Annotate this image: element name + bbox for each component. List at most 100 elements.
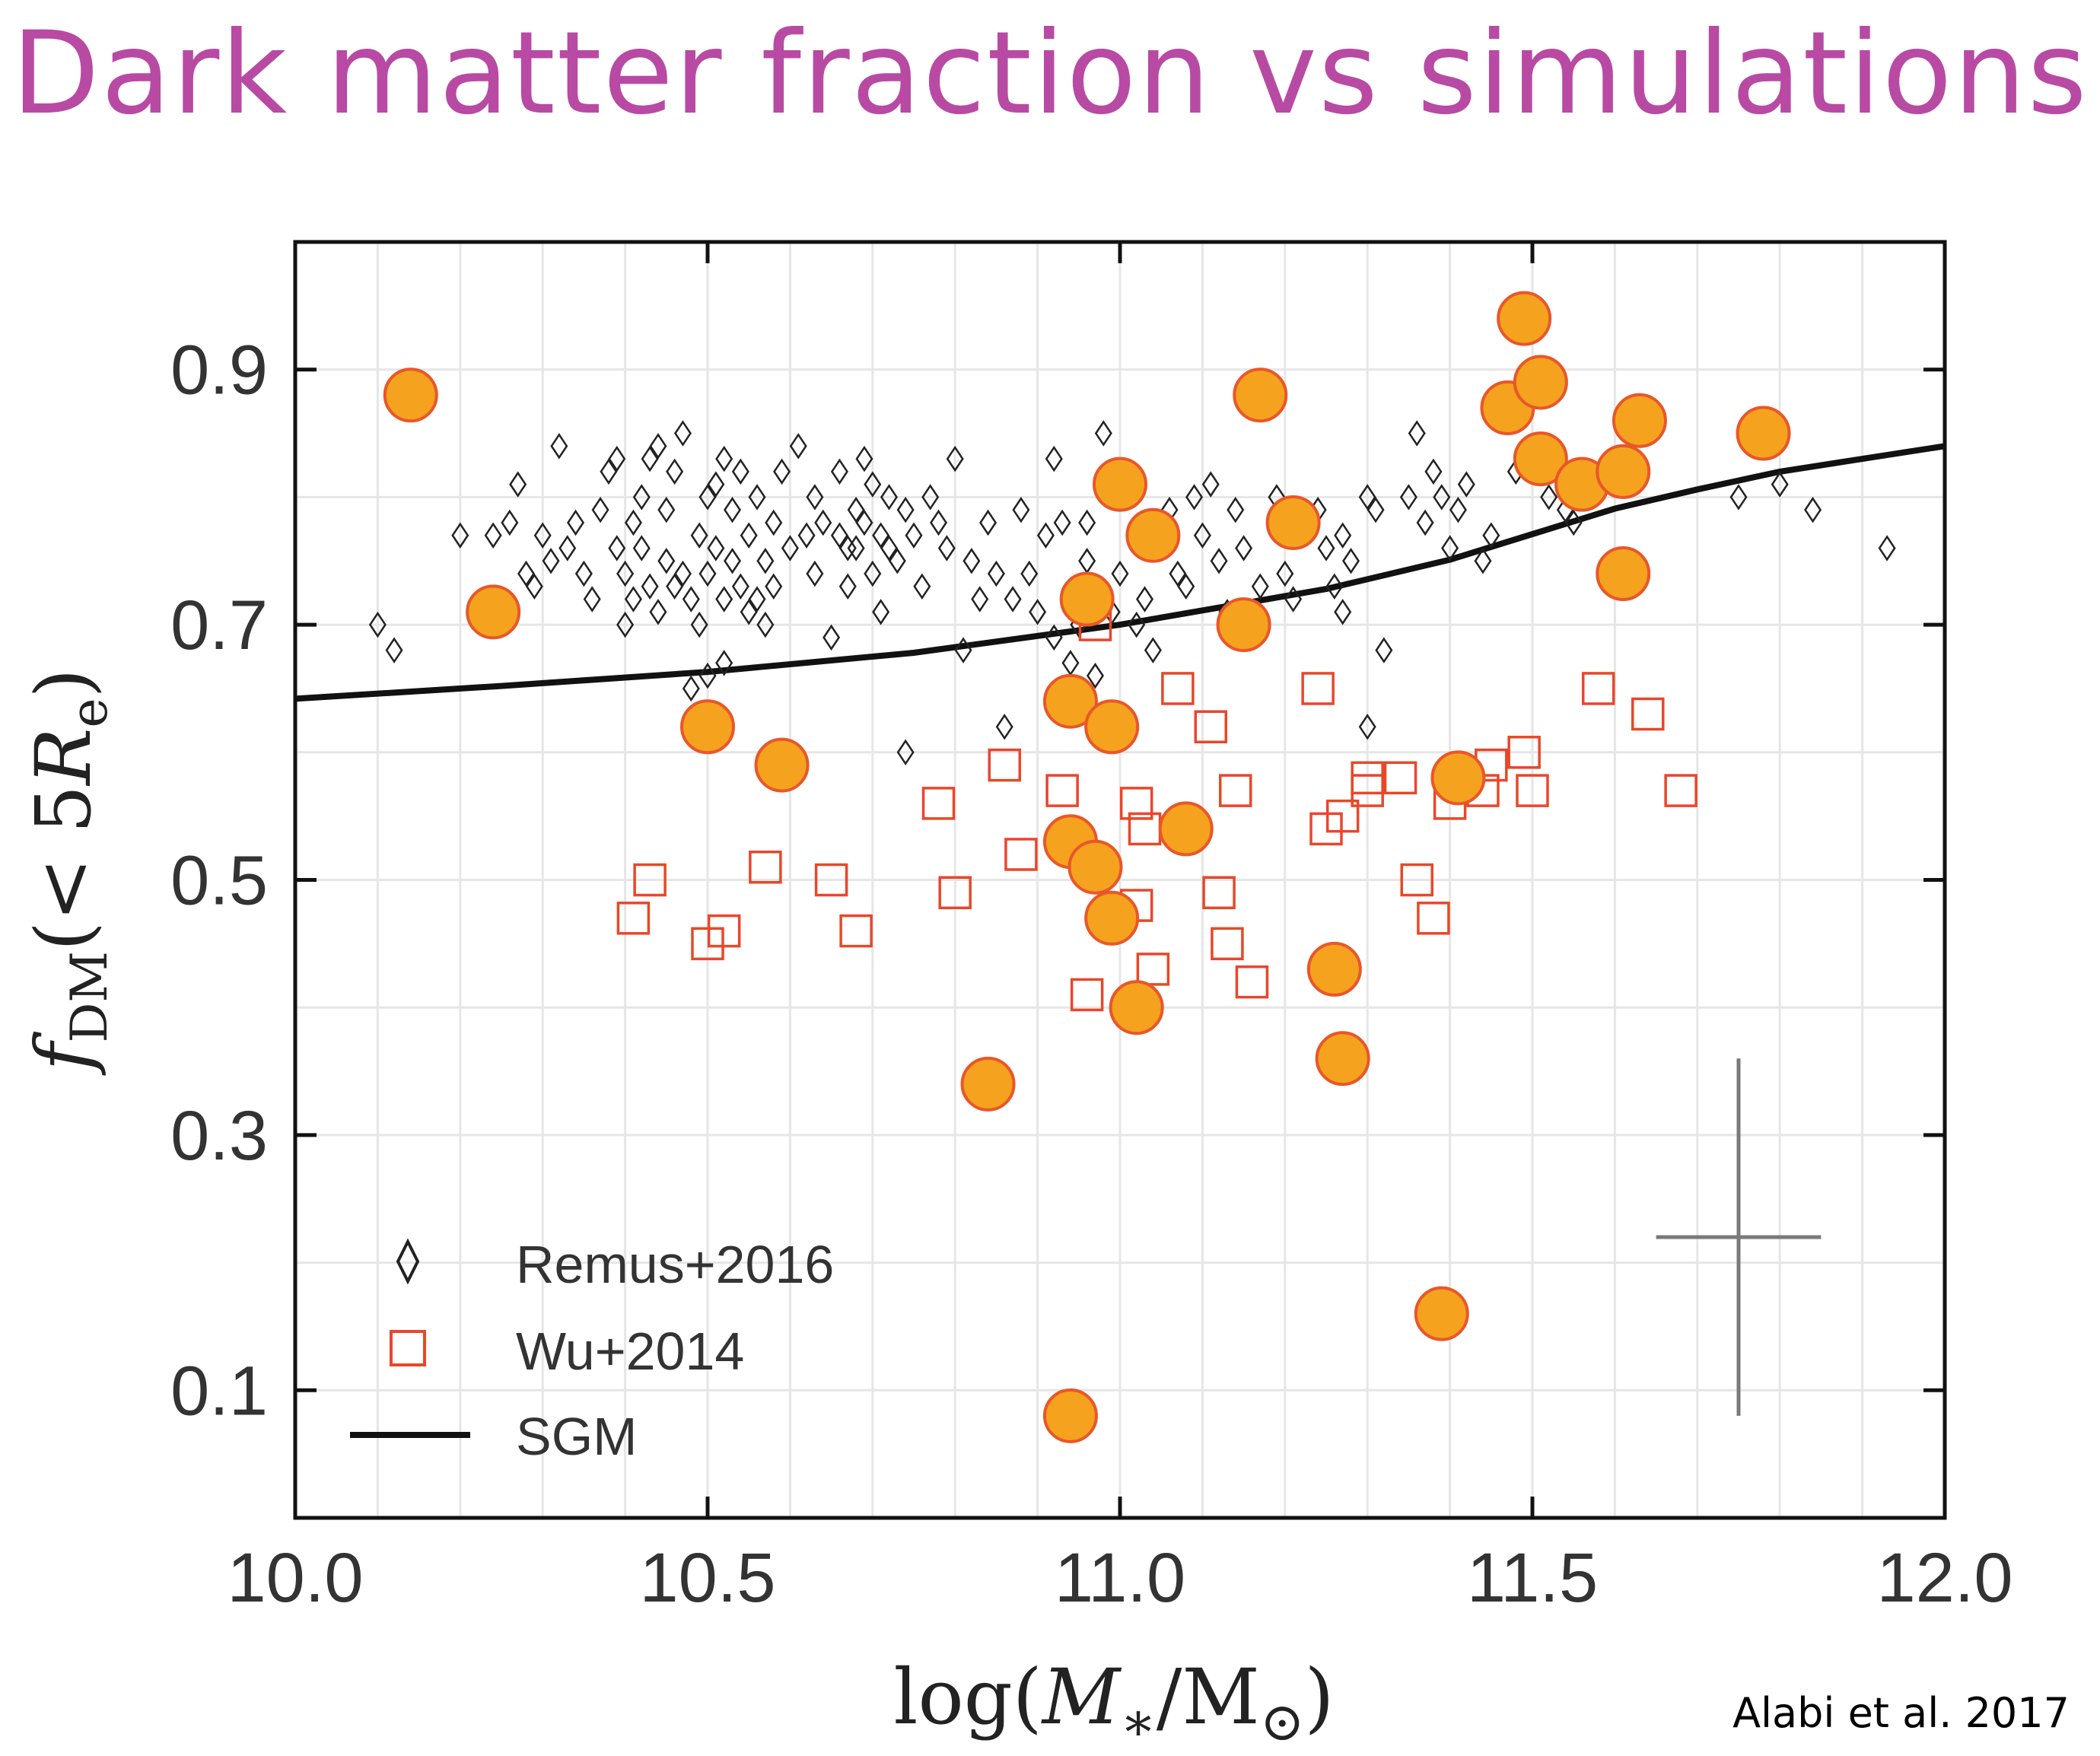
remus-diamond [855,509,873,536]
wu-square [938,876,972,910]
remus-diamond [756,547,775,574]
remus-diamond [731,573,749,600]
wu-square [1211,927,1244,961]
wu-square [1070,978,1104,1012]
remus-diamond [946,445,964,472]
wu-square [1516,774,1549,807]
remus-diamond [797,522,816,549]
wu-square [1301,672,1335,705]
remus-diamond [806,484,824,511]
remus-diamond [1078,547,1096,574]
remus-diamond [822,624,841,651]
wu-square [1631,697,1665,731]
remus-diamond [533,522,552,549]
wu-square [1235,965,1269,999]
remus-diamond [385,637,403,663]
remus-diamond [1128,611,1146,638]
remus-diamond [624,509,642,536]
remus-diamond [1416,509,1434,536]
remus-diamond [666,458,684,485]
remus-diamond [542,547,560,574]
remus-diamond [673,420,692,447]
remus-diamond [1367,496,1385,523]
remus-diamond [896,496,915,523]
remus-diamond [690,611,708,638]
remus-diamond [1201,471,1220,498]
observed-point [1109,980,1164,1035]
y-tick-label: 0.5 [170,842,268,920]
legend-marker-wu [390,1330,426,1366]
remus-diamond [1012,496,1030,523]
observed-point [1306,941,1362,997]
wu-square [1664,774,1698,807]
remus-diamond [1276,560,1294,587]
observed-point [1596,546,1651,602]
observed-point [1513,431,1568,487]
observed-point [1265,495,1321,550]
x-tick-label: 10.5 [639,1539,775,1617]
remus-diamond [781,535,799,561]
remus-diamond [1185,484,1204,511]
remus-diamond [698,560,717,587]
observed-point [1158,801,1214,857]
credit: Alabi et al. 2017 [1732,1689,2070,1737]
remus-diamond [880,535,898,561]
remus-diamond [830,522,848,549]
remus-diamond [368,611,387,638]
remus-diamond [1325,573,1344,600]
observed-point [1125,507,1181,563]
slide-title: Dark matter fraction vs simulations [11,8,2089,140]
remus-diamond [690,522,708,549]
remus-diamond [698,484,717,511]
remus-diamond [484,522,502,549]
wu-square [839,914,873,948]
remus-diamond [1004,586,1022,612]
y-tick-label: 0.7 [170,587,268,664]
remus-diamond [715,445,733,472]
remus-diamond [666,573,684,600]
remus-diamond [1036,522,1055,549]
observed-point [1596,444,1651,499]
remus-diamond [682,586,700,612]
remus-diamond [641,445,659,472]
observed-point [1233,367,1288,423]
remus-diamond [1457,471,1475,498]
observed-point [680,699,735,755]
wu-square [707,914,741,948]
remus-diamond [649,599,667,625]
remus-diamond [838,535,857,561]
remus-diamond [921,484,940,511]
remus-diamond [1564,509,1583,536]
remus-diamond [913,573,931,600]
wu-square [1581,672,1615,705]
observed-point [383,367,438,423]
wu-square [1004,838,1038,871]
remus-diamond [517,560,536,587]
remus-diamond [1433,484,1451,511]
wu-square [1202,876,1236,910]
observed-point [1068,839,1123,895]
remus-diamond [963,547,981,574]
axis-ticks: 0.1 0.3 0.5 0.7 0.9 10.0 10.5 11.0 11.5 12.0 [170,242,2013,1617]
wu-square [1507,736,1541,769]
remus-diamond [1136,586,1154,612]
remus-diamond [574,560,593,587]
remus-diamond [698,662,717,689]
x-tick-label: 11.5 [1467,1539,1598,1617]
remus-diamond [616,560,635,587]
remus-diamond [855,445,873,472]
remus-diamond [1193,522,1211,549]
remus-diamond [1045,445,1063,472]
remus-diamond [896,739,915,766]
remus-diamond [624,586,642,612]
remus-diamond [1094,420,1112,447]
wu-square [988,748,1021,782]
observed-point [1059,571,1115,627]
remus-diamond [1482,522,1500,549]
remus-diamond [838,573,857,600]
x-axis-label: log(M∗/M⊙) [894,1653,1335,1753]
remus-diamond [971,586,989,612]
remus-diamond [765,573,783,600]
remus-diamond [880,484,898,511]
